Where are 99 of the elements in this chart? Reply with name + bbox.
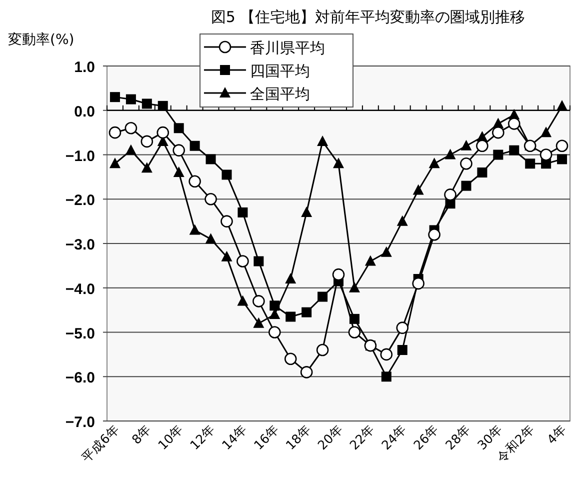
point (476, 140, 488, 152)
point (254, 256, 264, 266)
y-tick-label: −5.0 (65, 325, 95, 342)
point (380, 348, 393, 361)
point (460, 140, 472, 150)
point (493, 150, 504, 160)
point (348, 326, 361, 338)
x-tick-label: 14年 (218, 422, 250, 453)
point (190, 140, 200, 151)
chart-title: 図5 【住宅地】対前年平均変動率の圏域別推移 (210, 8, 526, 26)
point (301, 206, 312, 217)
point (189, 224, 200, 235)
point (110, 92, 120, 102)
point (142, 98, 152, 109)
point (412, 184, 424, 195)
point (509, 145, 520, 156)
y-axis-title: 変動率(%) (8, 32, 74, 48)
point (540, 126, 552, 138)
x-tick-label: 24年 (378, 422, 410, 453)
point (332, 268, 345, 281)
x-tick-label: 26年 (410, 422, 442, 453)
legend-label: 全国平均 (250, 85, 310, 103)
point (252, 295, 265, 308)
point (556, 140, 568, 152)
point (525, 158, 536, 169)
point (108, 126, 122, 139)
point (428, 158, 440, 168)
point (556, 100, 568, 110)
point (236, 255, 249, 268)
point (206, 154, 216, 164)
point (126, 94, 136, 104)
point (172, 144, 185, 156)
point (140, 135, 154, 148)
point (205, 233, 216, 244)
y-tick-label: −4.0 (65, 280, 95, 298)
point (238, 207, 248, 218)
point (461, 180, 472, 191)
point (444, 188, 456, 201)
point (173, 166, 184, 177)
x-tick-label: 10年 (154, 422, 186, 453)
y-tick-label: 0.0 (74, 103, 95, 120)
y-tick-label: −7.0 (65, 414, 95, 431)
y-tick-label: −2.0 (65, 192, 95, 210)
point (348, 282, 360, 292)
x-tick-label: 22年 (346, 422, 378, 453)
point (156, 126, 170, 139)
x-tick-label: 16年 (250, 422, 282, 453)
y-tick-label: −1.0 (65, 148, 95, 165)
point (221, 250, 232, 262)
point (124, 122, 138, 134)
point (141, 162, 152, 173)
point (237, 295, 248, 306)
point (380, 246, 392, 257)
point (270, 300, 280, 311)
point (508, 118, 520, 130)
point (268, 326, 281, 338)
point (125, 144, 136, 155)
point (540, 148, 552, 161)
point (300, 366, 313, 378)
x-tick-label: 30年 (474, 422, 506, 453)
point (253, 317, 264, 328)
x-tick-label: 4年 (544, 422, 570, 447)
x-tick-label: 18年 (282, 422, 314, 453)
x-tick-label: 12年 (186, 422, 218, 453)
point (318, 292, 328, 302)
point (302, 307, 312, 318)
point (444, 148, 456, 160)
point (428, 228, 440, 241)
point (317, 135, 328, 146)
x-tick-label: 28年 (442, 422, 474, 453)
point (381, 372, 392, 382)
point (396, 215, 408, 226)
point (158, 100, 168, 111)
point (286, 312, 296, 322)
point (460, 157, 472, 170)
legend-label: 香川県平均 (250, 39, 325, 57)
x-tick-label: 20年 (314, 422, 346, 453)
y-tick-label: −6.0 (65, 370, 95, 387)
x-tick-label: 8年 (128, 422, 154, 447)
legend-label: 四国平均 (250, 62, 310, 80)
point (285, 273, 296, 284)
point (284, 352, 297, 366)
point (220, 215, 233, 228)
point (557, 154, 568, 164)
point (477, 168, 488, 178)
point (333, 158, 344, 168)
y-tick-label: 1.0 (74, 59, 95, 76)
point (222, 170, 232, 180)
point (396, 322, 409, 334)
point (492, 126, 504, 139)
point (412, 277, 424, 290)
point (188, 175, 201, 188)
point (174, 123, 184, 134)
point (397, 345, 408, 355)
point (364, 255, 376, 266)
y-tick-label: −3.0 (65, 236, 95, 254)
point (109, 158, 120, 168)
point (316, 344, 329, 356)
point (204, 192, 217, 206)
